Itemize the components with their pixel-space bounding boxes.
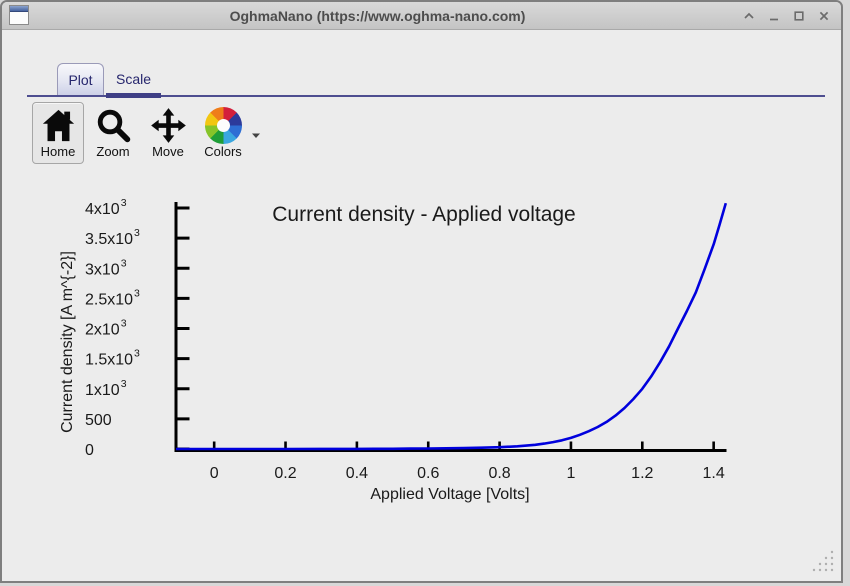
shade-icon[interactable]	[742, 9, 756, 23]
jv-curve	[176, 202, 728, 451]
window-title: OghmaNano (https://www.oghma-nano.com)	[229, 7, 526, 24]
tab-pane-border	[27, 95, 825, 97]
titlebar[interactable]: OghmaNano (https://www.oghma-nano.com)	[2, 2, 841, 30]
tab-plot-label: Plot	[68, 71, 93, 88]
plot-toolbar: Home Zoom Move Colors	[32, 102, 260, 164]
colors-button-label: Colors	[204, 144, 242, 159]
y-tick-label: 0	[85, 442, 94, 459]
home-button[interactable]: Home	[32, 102, 84, 164]
move-icon	[150, 108, 186, 143]
y-tick-label: 3.5x103	[85, 227, 140, 248]
colors-button[interactable]: Colors	[197, 102, 249, 164]
y-tick-label: 4x103	[85, 197, 127, 218]
x-axis-label: Applied Voltage [Volts]	[370, 486, 529, 503]
color-wheel-center	[216, 119, 230, 132]
y-tick-label: 1x103	[85, 378, 127, 399]
chart-title: Current density - Applied voltage	[272, 203, 576, 226]
resize-grip[interactable]	[811, 549, 837, 575]
move-button[interactable]: Move	[142, 102, 194, 164]
close-icon[interactable]	[817, 9, 831, 23]
move-button-label: Move	[152, 144, 184, 159]
tab-plot[interactable]: Plot	[57, 63, 104, 95]
y-tick-label: 2x103	[85, 318, 127, 339]
y-tick-label: 1.5x103	[85, 348, 140, 369]
x-tick-label: 1.4	[703, 465, 725, 482]
x-tick-label: 0.6	[417, 465, 439, 482]
colors-dropdown-arrow[interactable]	[251, 132, 261, 139]
zoom-button-label: Zoom	[96, 144, 130, 159]
x-tick-label: 0.4	[346, 465, 368, 482]
home-icon	[42, 109, 74, 142]
zoom-button[interactable]: Zoom	[87, 102, 139, 164]
x-tick-label: 0.8	[488, 465, 510, 482]
x-tick-label: 1	[566, 465, 575, 482]
x-tick-label: 0	[210, 465, 219, 482]
y-axis-label: Current density [A m^{-2}]	[59, 251, 76, 433]
minimize-icon[interactable]	[767, 9, 781, 23]
x-tick-label: 0.2	[274, 465, 296, 482]
maximize-icon[interactable]	[792, 9, 806, 23]
tab-scale[interactable]: Scale	[106, 63, 161, 98]
tab-scale-label: Scale	[115, 71, 152, 87]
window-icon-bar	[10, 6, 28, 12]
y-tick-label: 2.5x103	[85, 287, 140, 308]
y-tick-label: 500	[85, 412, 112, 429]
window-icon	[9, 5, 29, 25]
x-tick-label: 1.2	[631, 465, 653, 482]
y-tick-label: 3x103	[85, 257, 127, 278]
home-button-label: Home	[40, 144, 76, 159]
color-wheel-icon	[204, 107, 242, 144]
window-controls	[742, 2, 831, 29]
zoom-icon	[97, 109, 130, 143]
tab-bar: Plot Scale	[57, 63, 161, 98]
